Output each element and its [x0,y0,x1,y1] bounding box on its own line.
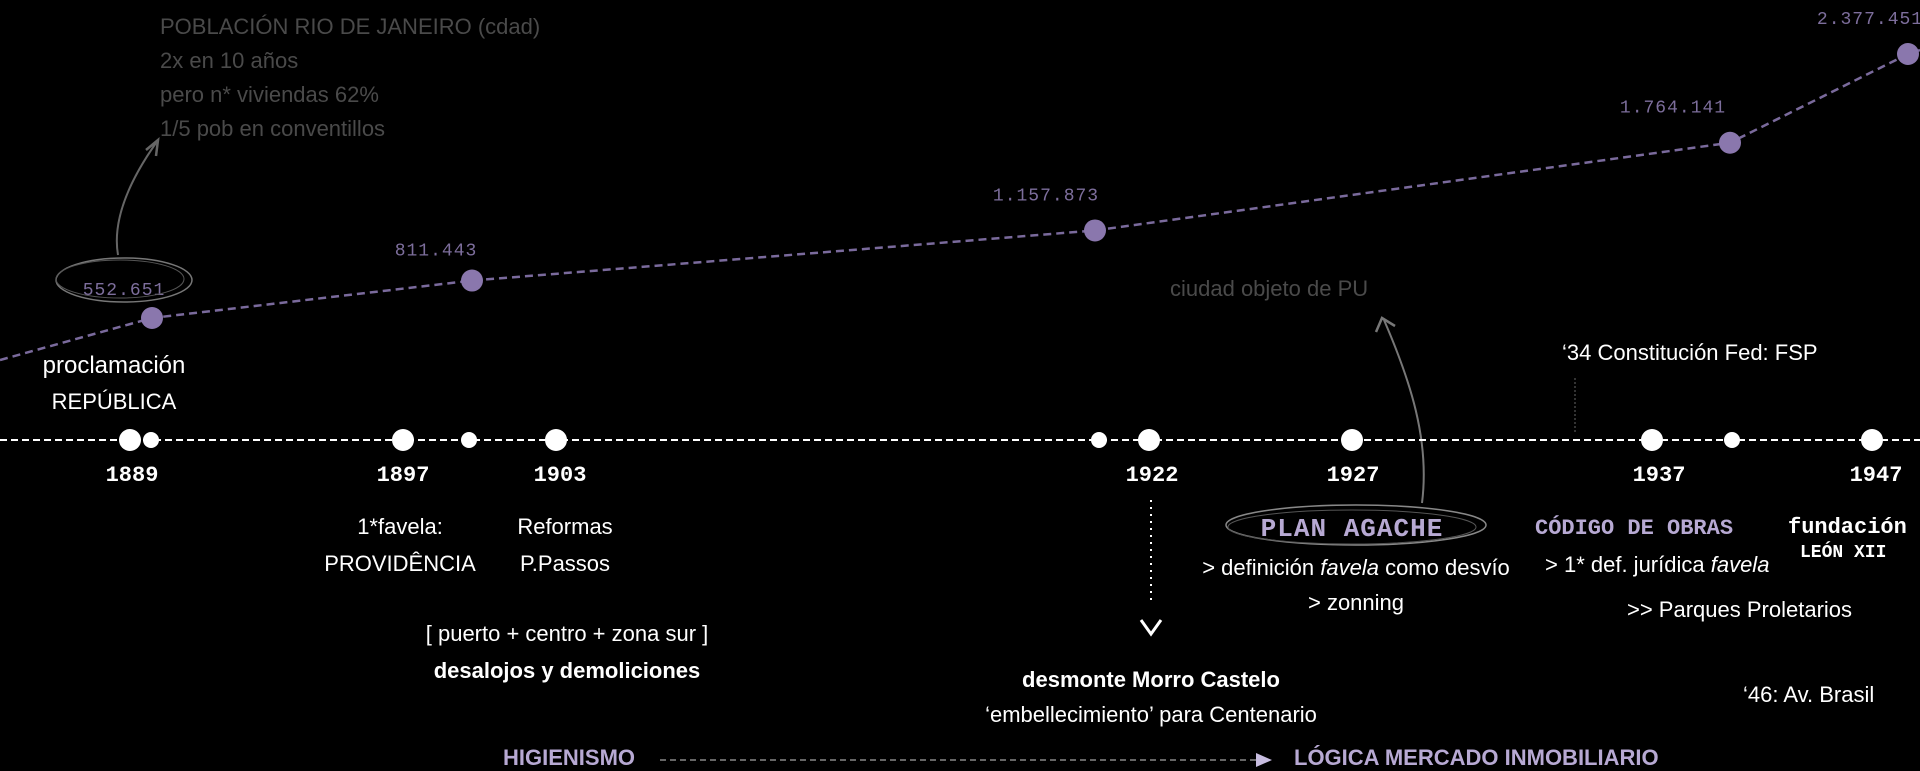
footer-left: HIGIENISMO [503,745,636,770]
agache-line2: > zonning [1307,590,1405,615]
year-1937: 1937 [1632,463,1686,488]
republica-line1: proclamación [42,352,186,379]
agache-title: PLAN AGACHE [1260,514,1444,544]
year-1897: 1897 [376,463,430,488]
timeline-marker [1641,429,1663,451]
population-label: 2.377.451 [1817,10,1920,30]
timeline-markers [119,429,1883,451]
agache-ellipse [1225,504,1487,546]
highlight-ellipse [55,259,185,299]
timeline-marker [1091,432,1107,448]
population-point [1719,131,1741,154]
note-arrow-head [145,137,160,157]
year-1889: 1889 [105,463,159,488]
timeline-marker [1861,429,1883,451]
timeline-marker [392,429,414,451]
fundacion-line1: fundación [1788,515,1907,540]
population-label: 1.764.141 [1620,99,1726,119]
constitucion-event: ‘34 Constitución Fed: FSP [1562,340,1818,365]
brasil-text: ‘46: Av. Brasil [1743,682,1875,707]
footer-arrow-head [1256,753,1272,767]
reformas-line1: Reformas [517,514,613,539]
population-note-line: pero n* viviendas 62% [160,82,379,107]
parques-text: >> Parques Proletarios [1627,597,1853,622]
codigo-line1-b: favela [1710,552,1770,577]
favela-event: 1*favela: PROVIDÊNCIA [324,508,476,582]
timeline-marker [1138,429,1160,451]
agache-line1-b: favela [1320,555,1379,580]
footer-right: LÓGICA MERCADO INMOBILIARIO [1294,745,1659,770]
population-point [141,307,163,329]
favela-line2: PROVIDÊNCIA [324,551,476,576]
codigo-title: CÓDIGO DE OBRAS [1535,516,1734,541]
codigo-line1-a: > 1* def. jurídica [1545,552,1711,577]
year-1947: 1947 [1849,463,1903,488]
republica-line2: REPÚBLICA [51,389,177,414]
timeline-marker [545,429,567,451]
timeline-marker [461,432,477,448]
population-point [1897,43,1919,65]
year-1922: 1922 [1125,463,1179,488]
morro-arrow-head [1139,619,1163,637]
reformas-event: Reformas P.Passos [517,508,612,582]
timeline-marker [143,432,159,448]
timeline-marker [1341,429,1363,451]
population-label: 811.443 [395,242,478,262]
timeline-marker [119,429,141,451]
pu-note: ciudad objeto de PU [1170,276,1369,301]
pu-arrow-head [1374,316,1396,333]
favela-line1: 1*favela: [357,514,443,539]
population-note-line: 2x en 10 años [160,48,299,73]
reformas-line2: P.Passos [519,551,611,576]
puerto-text: [ puerto + centro + zona sur ] [425,621,709,646]
population-label: 552.651 [83,281,166,301]
morro-title: desmonte Morro Castelo [1022,667,1280,692]
agache-line1: > definición favela como desvío [1202,555,1510,581]
population-label: 1.157.873 [993,186,1099,206]
population-note-title: POBLACIÓN RIO DE JANEIRO (cdad) [160,14,541,39]
population-note-line: 1/5 pob en conventillos [160,116,386,141]
republica-event: proclamación REPÚBLICA [43,348,186,420]
population-point [461,269,483,292]
population-note: POBLACIÓN RIO DE JANEIRO (cdad) 2x en 10… [160,10,540,146]
population-point [1084,219,1106,242]
timeline-marker [1724,432,1740,448]
year-1927: 1927 [1326,463,1380,488]
agache-line1-c: como desvío [1378,555,1510,580]
year-1903: 1903 [533,463,587,488]
codigo-line1: > 1* def. jurídica favela [1545,552,1769,578]
note-arrow [115,142,157,256]
agache-line1-a: > definición [1202,555,1321,580]
morro-sub: ‘embellecimiento’ para Centenario [985,702,1317,727]
pu-arrow [1383,319,1425,504]
agache-ellipse [1227,509,1477,545]
desalojos-text: desalojos y demoliciones [433,658,701,683]
fundacion-line2: LEÓN XII [1800,543,1887,563]
